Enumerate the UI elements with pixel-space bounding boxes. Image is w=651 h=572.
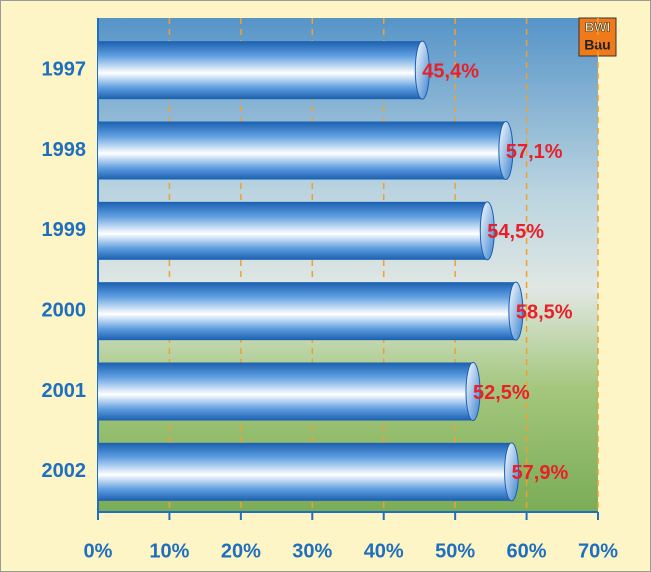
- bar: [98, 362, 473, 421]
- bar: [98, 282, 516, 341]
- y-tick-label: 2002: [42, 460, 87, 482]
- value-label: 54,5%: [487, 221, 544, 243]
- value-label: 57,9%: [512, 462, 569, 484]
- x-tick-label: 40%: [364, 540, 404, 562]
- bar-cap: [465, 362, 481, 421]
- logo-text: BWI: [585, 19, 610, 34]
- value-label: 58,5%: [516, 301, 573, 323]
- bar-cap: [498, 121, 514, 180]
- y-tick-label: 1998: [42, 139, 87, 161]
- x-tick-label: 0%: [84, 540, 113, 562]
- background-photo: [98, 18, 598, 512]
- bar: [98, 201, 488, 260]
- bar-cap: [504, 442, 520, 502]
- bar: [98, 442, 512, 501]
- x-tick-label: 60%: [507, 540, 547, 562]
- x-tick-label: 20%: [221, 540, 261, 562]
- y-tick-label: 2000: [42, 299, 87, 321]
- bar-cap: [414, 40, 430, 100]
- y-tick-label: 1997: [42, 58, 87, 80]
- value-label: 52,5%: [473, 382, 530, 404]
- bar: [98, 41, 423, 100]
- bar-cap: [508, 281, 524, 341]
- bar-cap: [479, 201, 495, 261]
- value-label: 57,1%: [506, 141, 563, 163]
- x-tick-label: 50%: [435, 540, 475, 562]
- bar: [98, 121, 506, 180]
- x-tick-label: 10%: [149, 540, 189, 562]
- y-tick-label: 1999: [42, 219, 87, 241]
- x-tick-label: 30%: [292, 540, 332, 562]
- y-tick-label: 2001: [42, 380, 87, 402]
- x-tick-label: 70%: [578, 540, 618, 562]
- value-label: 45,4%: [422, 60, 479, 82]
